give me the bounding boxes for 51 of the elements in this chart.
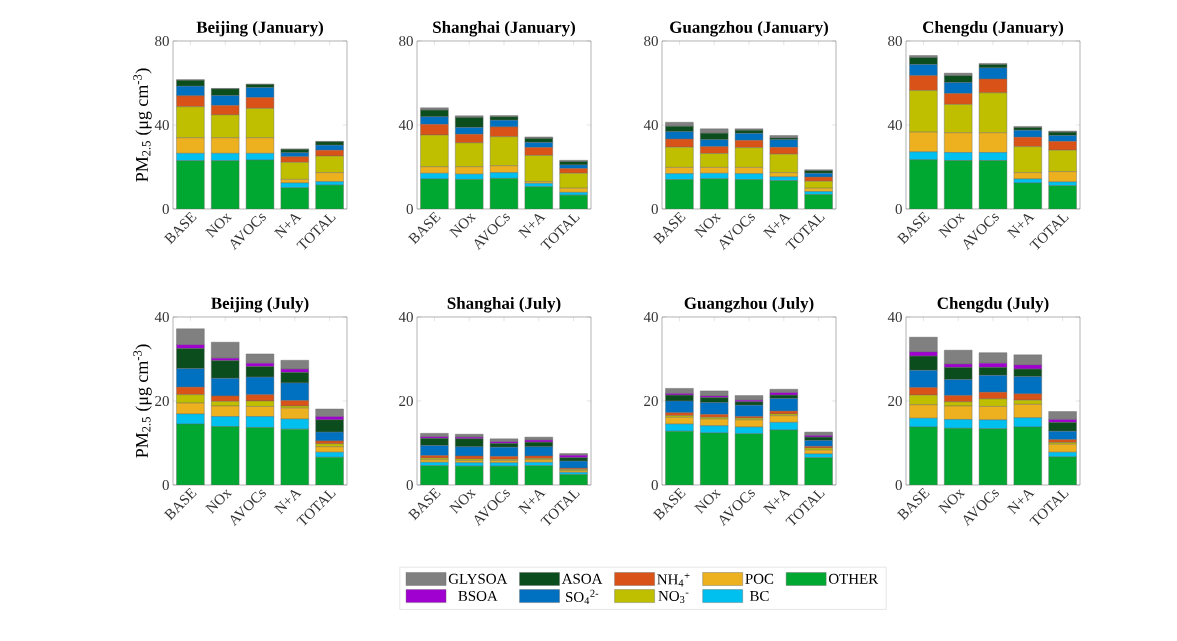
legend-label: POC — [745, 573, 774, 584]
chart-title: Beijing (January) — [196, 21, 323, 37]
x-tick-label: NOx — [205, 489, 233, 514]
x-tick-label: NOx — [205, 213, 233, 238]
y-tick-label: 80 — [888, 35, 902, 47]
chart-title: Shanghai (July) — [447, 297, 561, 313]
chart-title: Chengdu (July) — [937, 297, 1049, 313]
y-tick-label: 20 — [644, 395, 658, 407]
y-tick-label: 0 — [406, 479, 413, 491]
y-tick-label: 20 — [155, 395, 169, 407]
x-tick-label: NOx — [449, 213, 477, 238]
chart-title: Beijing (July) — [211, 297, 309, 313]
chart-title: Shanghai (January) — [433, 21, 576, 37]
y-tick-label: 0 — [162, 203, 169, 215]
x-tick-label: NOx — [938, 213, 966, 238]
y-tick-label: 0 — [651, 479, 658, 491]
y-axis-title: PM$_{2.5}$ (μg cm$^{-3}$) — [133, 344, 152, 458]
legend-label: BC — [749, 590, 769, 601]
x-tick-label: NOx — [694, 489, 722, 514]
y-axis-title: PM$_{2.5}$ (μg cm$^{-3}$) — [133, 68, 152, 182]
y-tick-label: 40 — [643, 311, 658, 323]
legend-label: NH$_{4}$+ — [657, 573, 690, 587]
legend-label: BSOA — [458, 590, 498, 601]
y-tick-label: 0 — [162, 479, 169, 491]
legend-label: SO$_{4}$2- — [566, 589, 599, 605]
y-tick-label: 0 — [895, 479, 902, 491]
y-tick-label: 40 — [887, 311, 902, 323]
y-tick-label: 20 — [399, 395, 413, 407]
chart-title: Chengdu (January) — [923, 21, 1064, 37]
x-tick-label: NOx — [694, 213, 722, 238]
chart-title: Guangzhou (July) — [684, 297, 814, 313]
y-tick-label: 80 — [644, 35, 658, 47]
y-tick-label: 40 — [398, 119, 413, 131]
legend-label: ASOA — [561, 573, 603, 584]
legend-label: OTHER — [828, 573, 879, 584]
y-tick-label: 0 — [895, 203, 902, 215]
x-tick-label: NOx — [449, 489, 477, 514]
y-tick-label: 40 — [154, 311, 169, 323]
x-tick-label: NOx — [938, 489, 966, 514]
y-tick-label: 40 — [643, 119, 658, 131]
chart-title: Guangzhou (January) — [670, 21, 829, 37]
y-tick-label: 0 — [406, 203, 413, 215]
legend-label: NO$_{3}$- — [658, 590, 689, 604]
y-tick-label: 80 — [155, 35, 169, 47]
y-tick-label: 40 — [887, 119, 902, 131]
y-tick-label: 80 — [399, 35, 413, 47]
y-tick-label: 40 — [398, 311, 413, 323]
y-tick-label: 40 — [154, 119, 169, 131]
y-tick-label: 0 — [651, 203, 658, 215]
legend-label: GLYSOA — [448, 573, 508, 584]
y-tick-label: 20 — [888, 395, 902, 407]
